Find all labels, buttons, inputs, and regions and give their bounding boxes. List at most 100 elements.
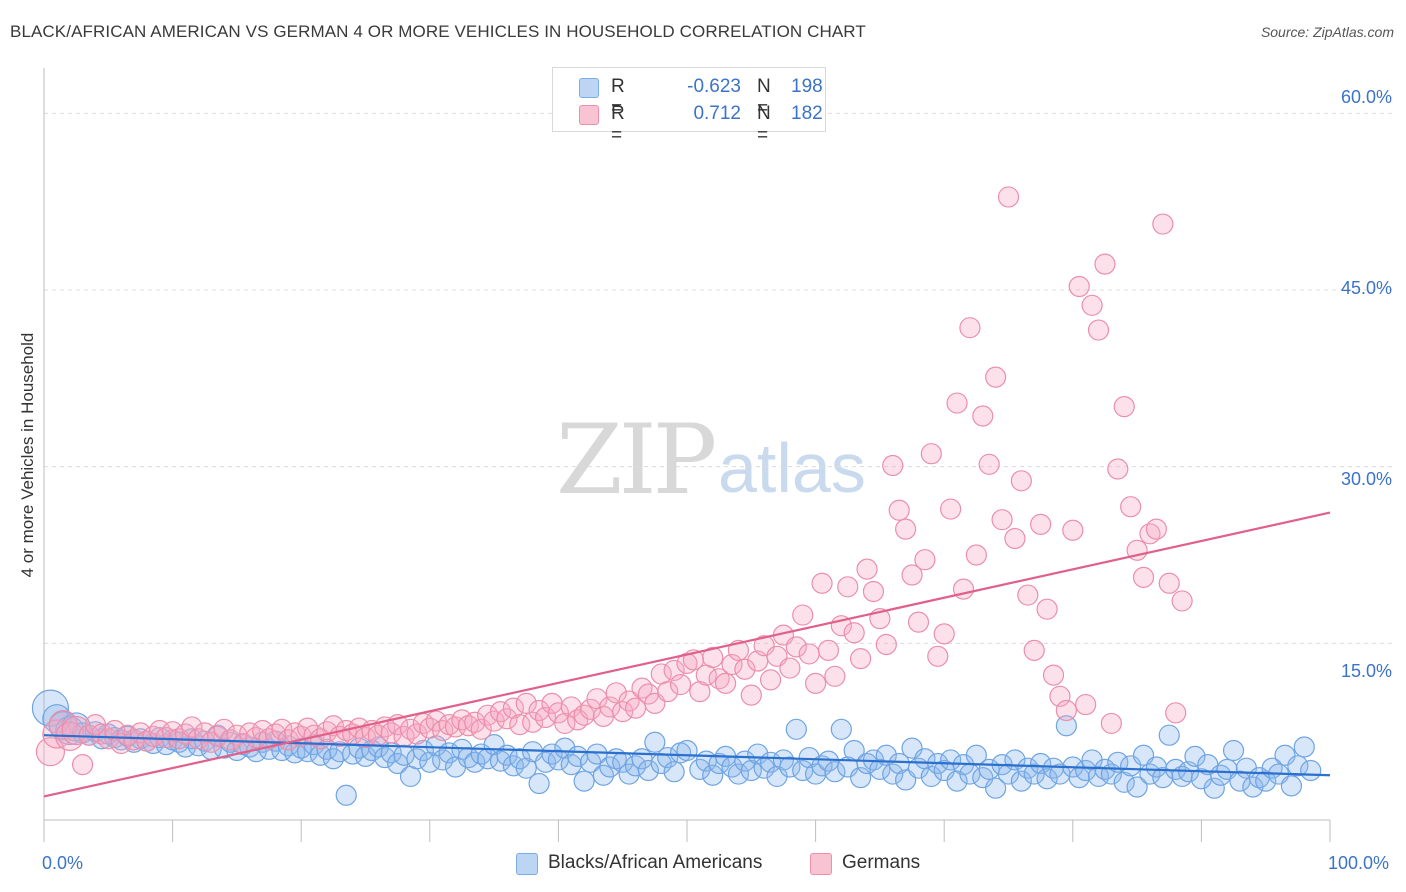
blacks-point <box>412 739 434 762</box>
germans-point <box>554 712 576 735</box>
germans-point <box>985 366 1007 388</box>
legend-label-germans: Germans <box>842 852 921 873</box>
blacks-point <box>1023 763 1045 785</box>
germans-point <box>759 669 782 691</box>
germans-point <box>1081 294 1103 316</box>
germans-point <box>1145 518 1167 540</box>
germans-point <box>727 639 750 662</box>
x-tick-label-min: 0.0% <box>42 853 84 873</box>
blacks-point <box>1055 715 1077 737</box>
germans-point <box>213 718 235 740</box>
germans-point <box>599 696 621 718</box>
germans-point <box>181 716 203 738</box>
germans-point <box>451 709 473 731</box>
germans-point <box>522 711 544 733</box>
blacks-point <box>1255 770 1277 792</box>
germans-trend-line <box>43 511 1331 798</box>
germans-point <box>1171 590 1193 612</box>
germans-point <box>972 405 994 427</box>
r-value-germans: 0.712 <box>693 103 741 124</box>
germans-point <box>875 633 897 656</box>
germans-point <box>1049 685 1071 707</box>
blacks-point <box>644 731 666 753</box>
germans-point <box>824 665 846 687</box>
blacks-point <box>419 751 441 773</box>
germans-point <box>714 672 737 694</box>
y-tick-label-30: 30.0% <box>1340 469 1392 489</box>
germans-point <box>1062 519 1084 541</box>
germans-point <box>35 737 66 767</box>
blacks-point <box>676 739 698 762</box>
blacks-point <box>946 770 968 792</box>
blacks-point <box>817 750 840 772</box>
blacks-point <box>1222 739 1245 762</box>
germans-point <box>862 580 885 603</box>
germans-point <box>271 718 293 740</box>
germans-point <box>895 518 917 540</box>
blacks-point <box>727 763 750 785</box>
germans-point <box>1165 702 1187 724</box>
y-tick-label-60: 60.0% <box>1340 87 1392 107</box>
germans-point <box>1004 527 1026 550</box>
germans-point <box>502 697 524 719</box>
blacks-point <box>657 746 679 769</box>
germans-point <box>740 684 762 706</box>
blacks-point <box>1210 764 1232 786</box>
blacks-point <box>663 761 685 783</box>
blacks-point <box>1126 776 1148 798</box>
germans-point <box>817 639 840 662</box>
pink-swatch <box>579 105 599 125</box>
germans-point <box>927 645 949 667</box>
germans-point <box>940 498 962 520</box>
germans-point <box>959 317 981 339</box>
germans-point <box>901 564 923 586</box>
germans-point <box>991 509 1013 531</box>
blacks-point <box>1010 770 1032 792</box>
blue-swatch <box>516 853 538 875</box>
blacks-point <box>882 763 904 785</box>
germans-point <box>785 636 807 658</box>
germans-point <box>850 648 872 670</box>
blacks-point <box>920 765 942 788</box>
blacks-point <box>637 759 660 782</box>
blacks-point <box>1293 736 1315 758</box>
germans-point <box>1017 584 1039 606</box>
germans-point <box>920 443 942 465</box>
germans-point <box>689 681 711 703</box>
germans-point <box>933 623 955 645</box>
germans-point <box>534 706 557 729</box>
germans-point <box>1010 470 1032 492</box>
blacks-point <box>1287 755 1309 777</box>
germans-point <box>702 646 724 669</box>
germans-point <box>914 549 936 571</box>
blacks-point <box>573 770 595 792</box>
germans-point <box>1132 566 1155 588</box>
blacks-point <box>1036 768 1058 790</box>
germans-point <box>1055 699 1077 722</box>
germans-point <box>457 715 479 737</box>
germans-point <box>1100 712 1122 735</box>
germans-point <box>804 672 827 694</box>
germans-point <box>1120 496 1142 518</box>
n-value-blacks: 198 <box>791 76 823 97</box>
germans-point <box>798 643 820 665</box>
germans-point <box>978 453 1000 475</box>
blacks-point <box>1184 745 1206 768</box>
germans-point <box>882 454 904 477</box>
watermark-zip: ZIP <box>556 404 717 516</box>
germans-point <box>657 681 679 703</box>
blacks-point <box>856 752 878 775</box>
germans-point <box>1030 513 1052 535</box>
germans-point <box>997 186 1020 208</box>
germans-point <box>1087 319 1110 341</box>
r-label: R = <box>611 103 625 146</box>
germans-point <box>734 658 756 680</box>
chart-title: BLACK/AFRICAN AMERICAN VS GERMAN 4 OR MO… <box>10 22 866 41</box>
germans-point <box>1023 639 1045 662</box>
blacks-point <box>1300 759 1322 782</box>
blacks-point <box>940 749 962 771</box>
germans-point <box>1075 693 1097 716</box>
r-value-blacks: -0.623 <box>687 76 741 97</box>
blacks-point <box>515 757 537 779</box>
germans-point <box>946 392 968 414</box>
